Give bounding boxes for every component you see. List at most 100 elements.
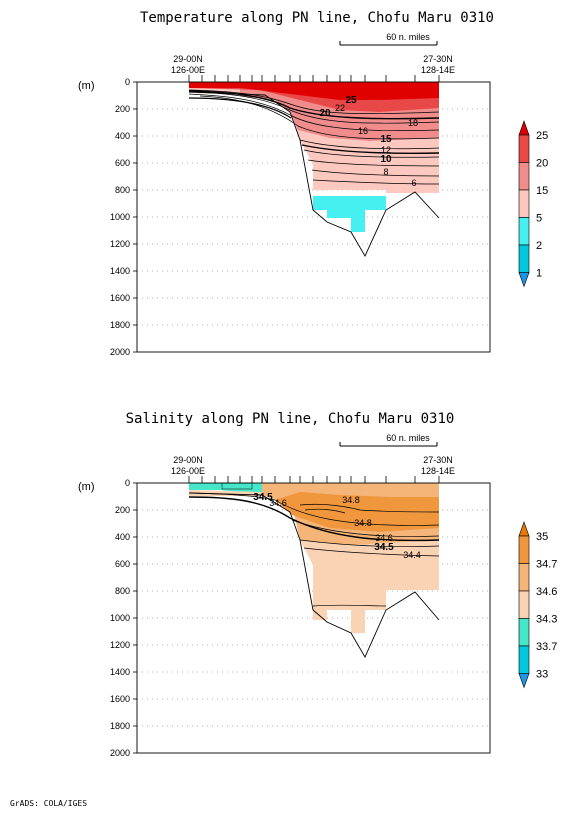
- contour-label: 16: [358, 126, 368, 136]
- colorbar-bottom-arrow: [518, 673, 530, 689]
- colorbar-bottom-arrow: [518, 272, 530, 288]
- colorbar-label: 34.3: [536, 614, 557, 626]
- sal-contour-labels: 34.5 34.6 34.8 34.8 34.6 34.5 34.4: [253, 492, 421, 560]
- y-axis-label: (m): [78, 80, 95, 92]
- colorbar-swatch: [518, 618, 530, 647]
- contour-label: 34.6: [375, 533, 393, 543]
- y-tick-label: 400: [115, 532, 130, 542]
- bathymetry-line: [188, 91, 440, 257]
- y-axis-label: (m): [78, 481, 95, 493]
- contour-label: 34.8: [354, 518, 372, 528]
- contour-label: 10: [380, 154, 392, 165]
- colorbar-label: 5: [536, 213, 542, 225]
- station-ticks: [188, 476, 440, 483]
- contour-label: 20: [319, 108, 331, 119]
- colorbar-top-arrow: [518, 521, 530, 537]
- y-tick-label: 1600: [110, 694, 130, 704]
- salinity-title: Salinity along PN line, Chofu Maru 0310: [126, 411, 455, 427]
- salinity-panel: Salinity along PN line, Chofu Maru 0310 …: [78, 411, 557, 758]
- y-tick-label: 0: [125, 478, 130, 488]
- temp-band-5-15-right: [386, 187, 439, 193]
- station-left-lat: 29-00N: [173, 455, 203, 465]
- colorbar-swatch: [518, 590, 530, 619]
- y-tick-label: 1800: [110, 320, 130, 330]
- colorbar-label: 15: [536, 185, 548, 197]
- y-tick-label: 200: [115, 505, 130, 515]
- y-tick-label: 600: [115, 559, 130, 569]
- y-axis: 0 200 400 600 800 1000 1200 1400 1600 1800 2000: [110, 77, 137, 357]
- colorbar-label: 34.7: [536, 559, 557, 571]
- temperature-field: 25 22 20 18 16 15 12 10 8 6: [188, 82, 440, 257]
- salinity-field: 34.5 34.6 34.8 34.8 34.6 34.5 34.4: [188, 482, 440, 658]
- station-left-lon: 126-00E: [171, 466, 205, 476]
- contour-label: 34.5: [253, 492, 273, 503]
- contour-label: 25: [345, 95, 357, 106]
- salinity-colorbar: 35 34.7 34.6 34.3 33.7 33: [518, 521, 557, 689]
- colorbar-swatch: [518, 645, 530, 674]
- station-left-lon: 126-00E: [171, 65, 205, 75]
- temp-band-above-25: [189, 82, 439, 100]
- colorbar-label: 1: [536, 268, 542, 280]
- colorbar-label: 2: [536, 240, 542, 252]
- contour-label: 8: [383, 167, 388, 177]
- station-left-lat: 29-00N: [173, 54, 203, 64]
- colorbar-swatch: [518, 162, 530, 191]
- colorbar-label: 33.7: [536, 641, 557, 653]
- colorbar-label: 20: [536, 158, 548, 170]
- temp-band-2-5: [313, 196, 386, 232]
- sal-band-33.7-34.3-inner: [221, 482, 253, 490]
- temperature-colorbar: 25 20 15 5 2 1: [518, 120, 548, 288]
- contour-label: 34.4: [403, 550, 421, 560]
- bathymetry-line: [188, 492, 440, 658]
- plot-frame: [136, 482, 491, 754]
- scale-label: 60 n. miles: [386, 433, 430, 443]
- y-tick-label: 1400: [110, 667, 130, 677]
- contour-label: 18: [408, 118, 418, 128]
- y-tick-label: 1000: [110, 613, 130, 623]
- colorbar-label: 34.6: [536, 586, 557, 598]
- y-tick-label: 1600: [110, 293, 130, 303]
- contour-label: 22: [335, 103, 345, 113]
- plot-frame: [136, 81, 491, 353]
- y-tick-label: 1200: [110, 239, 130, 249]
- temperature-title: Temperature along PN line, Chofu Maru 03…: [140, 10, 494, 26]
- contour-label: 34.5: [374, 542, 394, 553]
- contour-label: 34.6: [269, 498, 287, 508]
- contour-label: 6: [411, 178, 416, 188]
- colorbar-swatch: [518, 189, 530, 218]
- y-tick-label: 200: [115, 104, 130, 114]
- y-tick-label: 800: [115, 185, 130, 195]
- station-right-lat: 27-30N: [423, 54, 453, 64]
- colorbar-swatch: [518, 217, 530, 246]
- colorbar-swatch: [518, 535, 530, 564]
- station-right-lat: 27-30N: [423, 455, 453, 465]
- colorbar-swatch: [518, 244, 530, 273]
- temp-contour-labels: 25 22 20 18 16 15 12 10 8 6: [319, 95, 418, 188]
- footer-credit: GrADS: COLA/IGES: [10, 799, 87, 808]
- contour-label: 34.8: [342, 495, 360, 505]
- temperature-panel: Temperature along PN line, Chofu Maru 03…: [78, 10, 548, 357]
- contour-label: 15: [380, 134, 392, 145]
- sal-band-34.3-34.6-low: [327, 620, 365, 633]
- station-right-lon: 128-14E: [421, 466, 455, 476]
- y-tick-label: 2000: [110, 748, 130, 758]
- sal-band-34.3-34.6-deep: [313, 590, 386, 620]
- sal-contours: [188, 492, 440, 607]
- y-tick-label: 1400: [110, 266, 130, 276]
- station-right-lon: 128-14E: [421, 65, 455, 75]
- colorbar-swatch: [518, 134, 530, 163]
- y-tick-label: 0: [125, 77, 130, 87]
- colorbar-label: 33: [536, 669, 548, 681]
- y-tick-label: 400: [115, 131, 130, 141]
- station-ticks: [188, 75, 440, 82]
- colorbar-label: 35: [536, 531, 548, 543]
- y-tick-label: 2000: [110, 347, 130, 357]
- y-tick-label: 1200: [110, 640, 130, 650]
- contour-label: 12: [381, 145, 391, 155]
- y-tick-label: 800: [115, 586, 130, 596]
- colorbar-swatch: [518, 563, 530, 592]
- sal-band-34.7-35: [275, 492, 439, 532]
- y-tick-label: 1800: [110, 721, 130, 731]
- y-axis: 0 200 400 600 800 1000 1200 1400 1600 1800 2000: [110, 478, 137, 758]
